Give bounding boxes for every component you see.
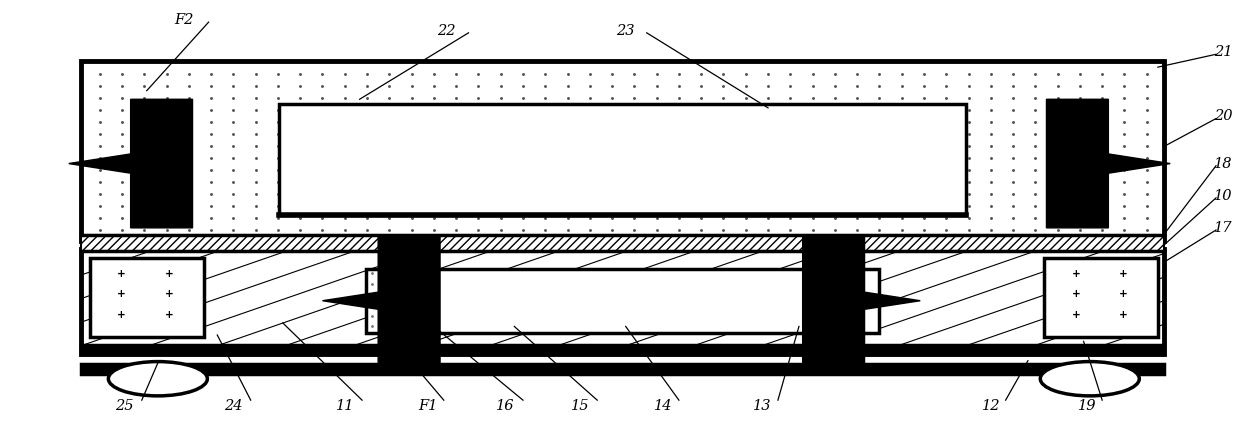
Text: 10: 10 (1214, 189, 1233, 203)
Text: 13: 13 (752, 399, 771, 413)
Text: 15: 15 (571, 399, 590, 413)
Text: +: + (165, 289, 173, 298)
Text: +: + (1119, 310, 1127, 320)
Bar (81, 345, 1165, 354)
Text: +: + (165, 269, 173, 279)
Bar (366, 270, 880, 333)
Text: F1: F1 (418, 399, 437, 413)
Bar (81, 235, 1165, 252)
FancyArrow shape (68, 99, 192, 228)
Text: +: + (118, 289, 126, 298)
Text: 22: 22 (437, 24, 456, 38)
FancyArrow shape (803, 237, 921, 365)
Text: +: + (1072, 269, 1080, 279)
Text: 24: 24 (224, 399, 243, 413)
Text: +: + (1119, 269, 1127, 279)
Text: 21: 21 (1214, 45, 1233, 59)
Circle shape (108, 362, 207, 396)
Text: 23: 23 (617, 24, 634, 38)
FancyArrow shape (1047, 99, 1171, 228)
Text: +: + (165, 310, 173, 320)
Text: 18: 18 (1214, 157, 1233, 171)
Text: 12: 12 (981, 399, 1000, 413)
Text: +: + (1072, 289, 1080, 298)
FancyArrow shape (322, 237, 440, 365)
Bar (81, 61, 1165, 241)
Text: +: + (118, 310, 126, 320)
Bar (81, 364, 1165, 374)
Text: 14: 14 (653, 399, 672, 413)
Circle shape (1041, 362, 1140, 396)
Text: +: + (1119, 289, 1127, 298)
Text: 20: 20 (1214, 109, 1233, 123)
Text: 19: 19 (1078, 399, 1097, 413)
Text: +: + (1072, 310, 1080, 320)
Bar (89, 258, 203, 337)
Bar (1044, 258, 1158, 337)
Text: 11: 11 (336, 399, 354, 413)
Text: 25: 25 (115, 399, 134, 413)
Text: F2: F2 (175, 13, 193, 27)
Text: +: + (118, 269, 126, 279)
Text: 17: 17 (1214, 221, 1233, 235)
Text: 16: 16 (497, 399, 515, 413)
Bar (279, 104, 966, 215)
Bar (81, 249, 1165, 354)
